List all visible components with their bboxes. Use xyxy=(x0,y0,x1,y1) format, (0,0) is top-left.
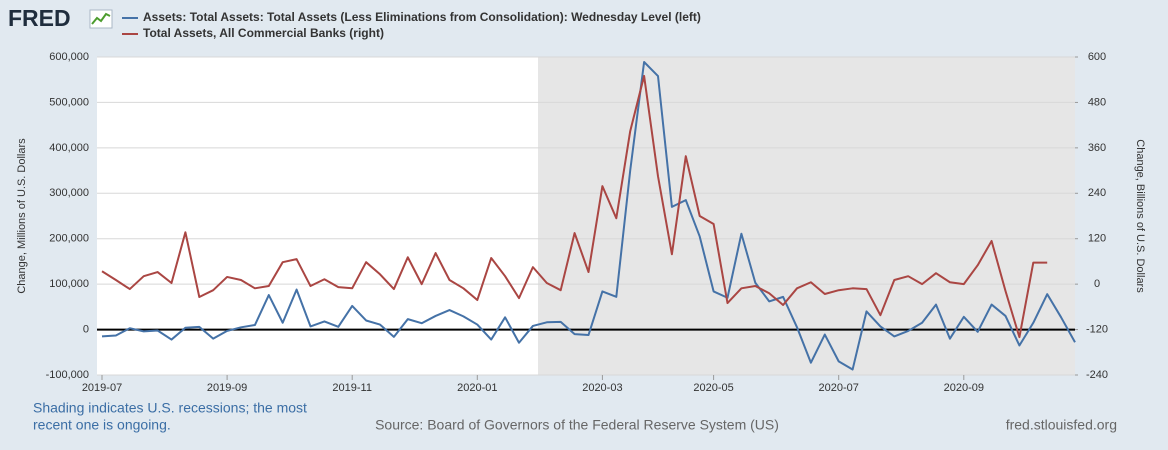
y-tick-label: -100,000 xyxy=(46,369,89,381)
y-tick-label: 500,000 xyxy=(49,96,89,108)
logo: FRED xyxy=(8,5,71,31)
y2-axis-title: Change, Billions of U.S. Dollars xyxy=(1134,139,1146,293)
y2-tick-label: 0 xyxy=(1094,278,1100,290)
x-tick-label: 2020-05 xyxy=(693,382,733,394)
source: Source: Board of Governors of the Federa… xyxy=(375,417,779,433)
y-tick-label: 200,000 xyxy=(49,233,89,245)
y-tick-label: 0 xyxy=(83,323,89,335)
x-tick-label: 2019-11 xyxy=(332,382,372,394)
y2-tick-label: 480 xyxy=(1088,96,1106,108)
y-tick-label: 400,000 xyxy=(49,142,89,154)
y2-tick-label: 360 xyxy=(1088,142,1106,154)
y2-tick-label: 120 xyxy=(1088,233,1106,245)
x-tick-label: 2020-07 xyxy=(819,382,859,394)
legend-label: Assets: Total Assets: Total Assets (Less… xyxy=(143,10,701,24)
legend-label: Total Assets, All Commercial Banks (righ… xyxy=(143,26,384,40)
x-tick-label: 2019-07 xyxy=(82,382,122,394)
y-tick-label: 600,000 xyxy=(49,51,89,63)
x-tick-label: 2020-01 xyxy=(457,382,497,394)
grid xyxy=(97,56,1078,380)
series-line xyxy=(101,60,1076,371)
marks xyxy=(101,60,1076,371)
series-line xyxy=(101,74,1048,339)
logo-icon xyxy=(89,9,113,29)
x-tick-label: 2019-09 xyxy=(207,382,247,394)
url[interactable]: fred.stlouisfed.org xyxy=(1006,417,1117,433)
y2-tick-label: 240 xyxy=(1088,187,1106,199)
y2-tick-label: -240 xyxy=(1086,369,1108,381)
y-axis-title: Change, Millions of U.S. Dollars xyxy=(16,138,28,294)
y2-tick-label: -120 xyxy=(1086,323,1108,335)
x-tick-label: 2020-03 xyxy=(582,382,622,394)
note: recent one is ongoing. xyxy=(33,417,171,433)
note: Shading indicates U.S. recessions; the m… xyxy=(33,400,307,416)
y2-tick-label: 600 xyxy=(1088,51,1106,63)
x-tick-label: 2020-09 xyxy=(944,382,984,394)
y-tick-label: 100,000 xyxy=(49,278,89,290)
y-tick-label: 300,000 xyxy=(49,187,89,199)
recession-shading xyxy=(538,57,1075,375)
